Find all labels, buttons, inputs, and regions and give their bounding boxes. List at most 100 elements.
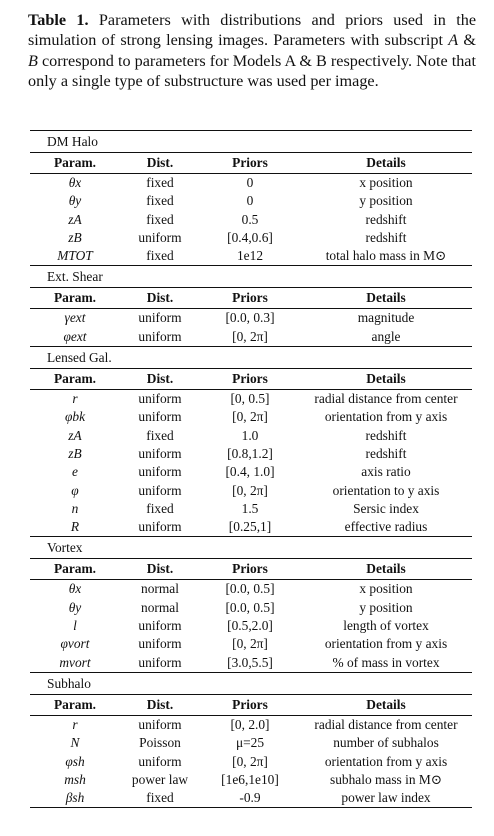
header-details: Details [366,561,406,577]
table-row: θy normal [0.0, 0.5] y position [30,599,472,617]
header-priors: Priors [232,290,268,306]
details-cell: redshift [365,229,407,245]
header-row: Param. Dist. Priors Details [30,288,472,308]
dist-cell: normal [141,581,179,597]
table-rule [30,579,472,581]
priors-cell: [0, 2π] [232,409,268,425]
priors-cell: [0, 2π] [232,328,268,344]
priors-cell: [0.0, 0.3] [225,310,275,326]
table-row: zB uniform [0.4,0.6] redshift [30,229,472,247]
details-cell: angle [371,328,401,344]
table-rule [30,558,472,560]
param-cell: βsh [65,790,85,806]
priors-cell: [0.0, 0.5] [225,599,275,615]
table-row: mvort uniform [3.0,5.5] % of mass in vortex [30,654,472,672]
header-dist: Dist. [146,371,174,387]
details-cell: magnitude [357,310,415,326]
details-cell: radial distance from center [314,716,458,732]
priors-cell: 1.5 [241,500,259,516]
dist-cell: uniform [138,654,182,670]
param-cell: zA [68,427,82,443]
details-cell: redshift [365,445,407,461]
table-rule [30,152,472,153]
table-row: N Poisson μ=25 number of subhalos [30,734,472,752]
header-row: Param. Dist. Priors Details [30,369,472,389]
table-row: γext uniform [0.0, 0.3] magnitude [30,309,472,327]
table-row: βsh fixed -0.9 power law index [30,789,472,807]
dist-cell: fixed [146,193,174,209]
header-row: Param. Dist. Priors Details [30,153,472,173]
priors-cell: [0.8,1.2] [227,445,273,461]
details-cell: y position [359,193,413,209]
priors-cell: -0.9 [239,790,261,806]
details-cell: total halo mass in M⊙ [325,248,447,264]
param-cell: θy [68,599,82,615]
priors-cell: 0.5 [241,211,259,227]
dist-cell: fixed [146,248,174,264]
table-rule [30,173,472,174]
details-cell: subhalo mass in M⊙ [329,771,443,787]
table-rule [30,368,472,370]
table-row: θx fixed 0 x position [30,174,472,192]
dist-cell: uniform [138,310,182,326]
table-rule [30,714,472,716]
section-title: Subhalo [47,675,91,691]
priors-cell: [0.4, 1.0] [225,464,275,480]
table-label: Table 1. [28,11,89,29]
dist-cell: uniform [138,445,182,461]
param-cell: φext [63,328,87,344]
details-cell: redshift [365,427,407,443]
details-cell: orientation from y axis [324,409,448,425]
details-cell: number of subhalos [333,735,439,751]
table-caption: Table 1. Parameters with distributions a… [28,10,476,92]
dist-cell: fixed [146,790,174,806]
param-cell: msh [64,771,86,787]
priors-cell: [0, 2.0] [230,716,270,732]
table-row: φext uniform [0, 2π] angle [30,328,472,346]
priors-cell: [3.0,5.5] [227,654,273,670]
section-title: Lensed Gal. [47,350,112,366]
table-row: e uniform [0.4, 1.0] axis ratio [30,463,472,481]
header-dist: Dist. [146,696,174,712]
header-priors: Priors [232,155,268,170]
details-cell: radial distance from center [314,391,458,407]
details-cell: length of vortex [343,618,429,634]
parameters-table: DM Halo Param. Dist. Priors Details θx fixed 0 x… [30,130,472,809]
dist-cell: uniform [138,482,182,498]
header-param: Param. [53,696,97,712]
table-rule [30,308,472,310]
details-cell: y position [359,599,413,615]
param-cell: φbk [64,409,86,425]
caption-text-1: Parameters with distributions and priors… [28,11,476,50]
priors-cell: 0 [246,193,254,209]
dist-cell: fixed [146,500,174,516]
param-cell: N [70,735,80,751]
details-cell: orientation to y axis [332,482,440,498]
priors-cell: [0.4,0.6] [227,229,273,245]
header-dist: Dist. [146,155,174,170]
param-cell: zA [68,211,82,227]
header-param: Param. [53,371,97,387]
table-row: MTOT fixed 1e12 total halo mass in M⊙ [30,247,472,265]
dist-cell: fixed [146,211,174,227]
priors-cell: [0.5,2.0] [227,618,273,634]
table-rule [30,265,472,267]
priors-cell: [1e6,1e10] [221,771,279,787]
caption-text-2: & [458,31,476,50]
param-cell: r [72,391,78,407]
param-cell: R [70,519,80,535]
header-param: Param. [53,155,97,170]
table-row: φsh uniform [0, 2π] orientation from y axis [30,753,472,771]
header-priors: Priors [232,561,268,577]
caption-var-a: A [448,31,459,50]
table-rule [30,536,472,538]
param-cell: φsh [65,753,85,769]
details-cell: x position [359,175,413,190]
header-priors: Priors [232,696,268,712]
dist-cell: uniform [138,229,182,245]
table-rule [30,389,472,391]
details-cell: orientation from y axis [324,753,448,769]
priors-cell: [0, 0.5] [230,391,270,407]
priors-cell: [0, 2π] [232,482,268,498]
header-details: Details [366,371,406,387]
